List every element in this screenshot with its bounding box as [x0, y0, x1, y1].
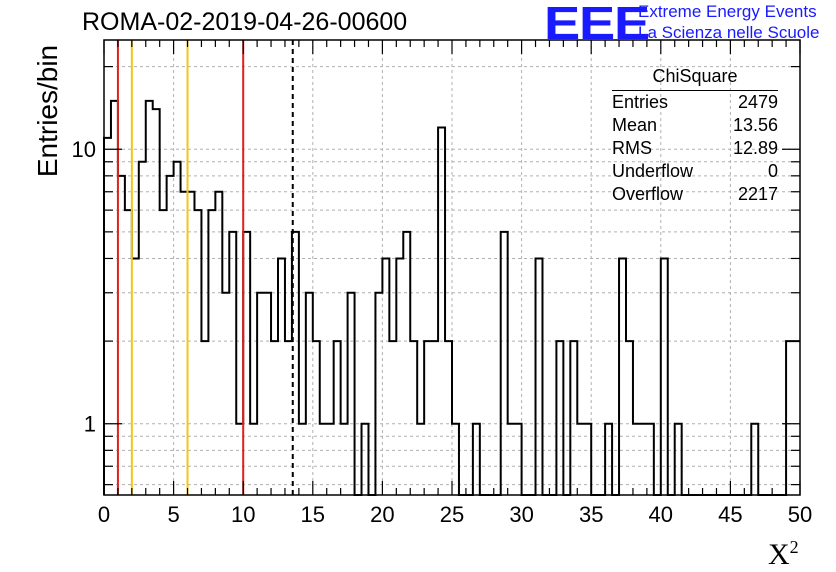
x-tick-label: 25 — [440, 502, 464, 527]
stats-row-mean: Mean 13.56 — [612, 114, 778, 137]
stats-box: ChiSquare Entries 2479 Mean 13.56 RMS 12.89… — [612, 66, 778, 206]
stats-label: Entries — [612, 92, 669, 112]
stats-label: Underflow — [612, 161, 694, 181]
axis-ticks — [103, 40, 801, 495]
y-tick-label: 10 — [72, 137, 96, 162]
reference-lines — [116, 40, 294, 495]
stats-row-entries: Entries 2479 — [612, 91, 778, 114]
y-tick-label: 1 — [84, 412, 96, 437]
stats-row-underflow: Underflow 0 — [612, 160, 778, 183]
x-tick-label: 40 — [649, 502, 673, 527]
stats-value: 2217 — [737, 184, 778, 204]
histogram-outline — [103, 99, 800, 496]
y-axis-label: Entries/bin — [32, 44, 63, 178]
eee-logo: EEE — [544, 0, 650, 49]
stats-row-rms: RMS 12.89 — [612, 137, 778, 160]
x-axis-label-base: X — [768, 538, 790, 571]
x-tick-label: 30 — [509, 502, 533, 527]
stats-label: Overflow — [612, 184, 684, 204]
x-tick-label: 5 — [167, 502, 179, 527]
logo-caption: Extreme Energy Events La Scienza nelle S… — [638, 1, 819, 43]
histogram-series — [103, 99, 800, 496]
stats-row-overflow: Overflow 2217 — [612, 183, 778, 206]
x-tick-label: 15 — [301, 502, 325, 527]
x-tick-label: 10 — [231, 502, 255, 527]
logo-line-2: La Scienza nelle Scuole — [638, 23, 820, 42]
stats-label: Mean — [612, 115, 658, 135]
stats-value: 2479 — [737, 92, 778, 112]
stats-label: RMS — [612, 138, 652, 158]
x-tick-label: 20 — [370, 502, 394, 527]
stats-value: 13.56 — [732, 115, 778, 135]
x-axis-label-superscript: 2 — [789, 537, 799, 557]
tick-labels: 0 5 10 15 20 25 30 35 40 45 50 1 10 — [72, 137, 813, 527]
logo-line-1: Extreme Energy Events — [638, 2, 817, 21]
x-axis-label: X2 — [768, 537, 799, 572]
chart-title: ROMA-02-2019-04-26-00600 — [82, 8, 408, 36]
stats-value: 0 — [767, 161, 778, 181]
x-tick-label: 45 — [718, 502, 742, 527]
grid-lines — [104, 40, 800, 495]
x-tick-label: 0 — [98, 502, 110, 527]
stats-value: 12.89 — [732, 138, 778, 158]
x-tick-label: 50 — [788, 502, 812, 527]
stats-title-underline — [612, 90, 778, 91]
x-tick-label: 35 — [579, 502, 603, 527]
stats-title: ChiSquare — [652, 66, 738, 86]
